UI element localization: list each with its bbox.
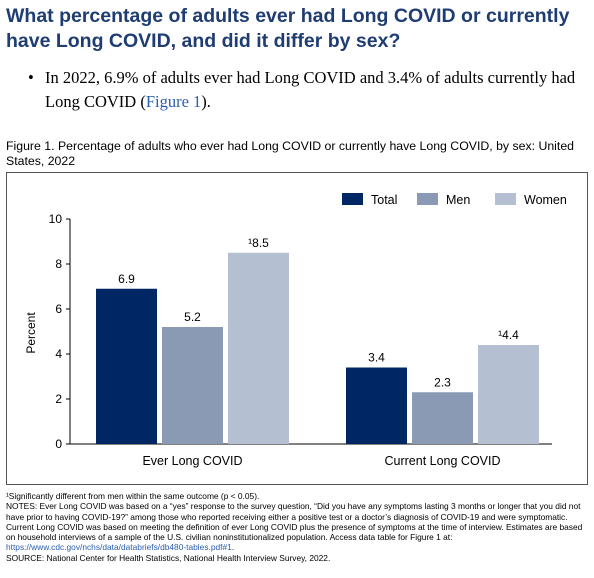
- page-heading: What percentage of adults ever had Long …: [6, 5, 570, 52]
- bar-total-0: [96, 288, 157, 444]
- y-tick-label: 10: [49, 212, 63, 226]
- data-table-link[interactable]: https://www.cdc.gov/nchs/data/databriefs…: [6, 542, 232, 553]
- key-finding-body: In 2022, 6.9% of adults ever had Long CO…: [45, 68, 576, 111]
- figure-1-link[interactable]: Figure 1: [145, 92, 202, 111]
- y-tick-label: 6: [55, 302, 62, 316]
- legend-label: Total: [371, 193, 397, 207]
- notes-link-after: .: [231, 542, 235, 553]
- figure-caption: Figure 1. Percentage of adults who ever …: [6, 139, 575, 168]
- y-axis-label: Percent: [24, 312, 38, 354]
- significance-footnote: ¹Significantly different from men within…: [6, 491, 260, 501]
- y-tick-label: 2: [55, 392, 62, 406]
- y-tick-label: 0: [55, 437, 62, 451]
- y-tick-label: 4: [55, 347, 62, 361]
- bar-women-1: [478, 345, 539, 444]
- data-label: 2.3: [434, 375, 451, 389]
- chart-frame: 0 2 4 6 8 10 Percent 6.9 5.2 ¹8.5 Ever Long COVID 3…: [6, 172, 588, 485]
- legend-swatch-women: [495, 193, 516, 205]
- bar-men-1: [412, 392, 473, 444]
- data-label: 6.9: [118, 272, 135, 286]
- data-label: ¹8.5: [248, 236, 269, 250]
- data-label: 3.4: [368, 351, 385, 365]
- bar-chart: 0 2 4 6 8 10 Percent 6.9 5.2 ¹8.5 Ever Long COVID 3…: [24, 193, 567, 468]
- legend-swatch-total: [342, 193, 363, 205]
- data-label: 5.2: [184, 310, 201, 324]
- key-finding-close: ).: [201, 92, 211, 111]
- bar-men-0: [162, 327, 223, 444]
- y-tick-label: 8: [55, 257, 62, 271]
- legend-label: Men: [446, 193, 470, 207]
- key-finding-bullet: • In 2022, 6.9% of adults ever had Long …: [28, 66, 588, 114]
- data-label: ¹4.4: [498, 328, 519, 342]
- notes-text: NOTES: Ever Long COVID was based on a “y…: [6, 501, 583, 543]
- bullet-icon: •: [28, 68, 34, 87]
- figure-notes: ¹Significantly different from men within…: [6, 491, 590, 563]
- legend-swatch-men: [417, 193, 438, 205]
- key-finding-text: In 2022, 6.9% of adults ever had Long CO…: [45, 66, 588, 114]
- bar-women-0: [228, 252, 289, 444]
- bar-total-1: [346, 367, 407, 444]
- source-line: SOURCE: National Center for Health Stati…: [6, 552, 331, 563]
- x-category-label: Current Long COVID: [384, 454, 500, 468]
- x-category-label: Ever Long COVID: [142, 454, 242, 468]
- notes-paragraph: NOTES: Ever Long COVID was based on a “y…: [6, 501, 590, 552]
- legend-label: Women: [524, 193, 567, 207]
